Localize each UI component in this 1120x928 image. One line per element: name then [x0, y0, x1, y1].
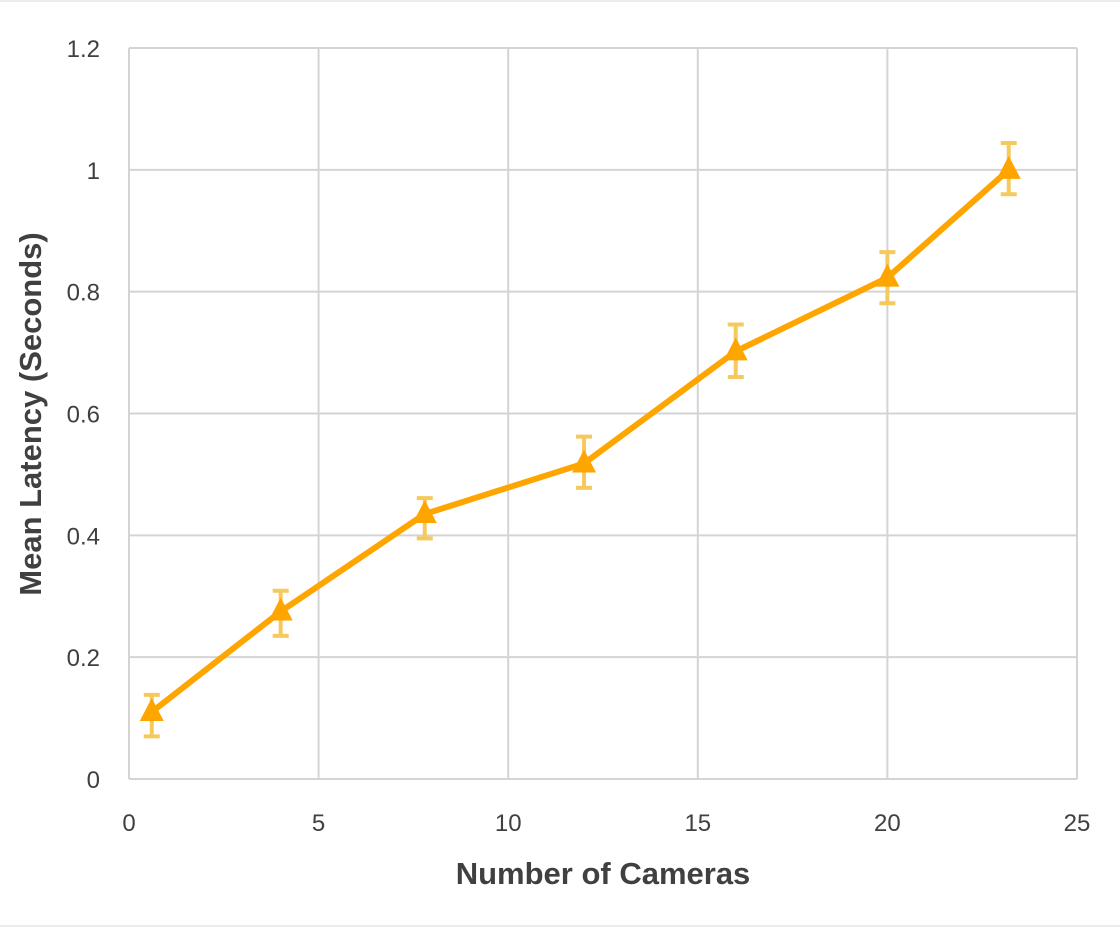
x-tick-labels: 0 5 10 15 20 25	[122, 810, 1090, 837]
y-tick-label: 0	[87, 767, 100, 794]
data-point-triangle	[996, 155, 1021, 179]
y-tick-label: 0.4	[67, 523, 100, 550]
x-tick-label: 15	[684, 810, 711, 837]
data-point-triangle	[139, 697, 164, 721]
series-layer	[139, 141, 1021, 739]
y-tick-label: 0.2	[67, 645, 100, 672]
y-axis-title: Mean Latency (Seconds)	[13, 232, 48, 595]
data-point-triangle	[572, 449, 597, 473]
x-tick-label: 10	[495, 810, 522, 837]
data-point-triangle	[268, 597, 293, 621]
data-point-triangle	[723, 337, 748, 361]
x-tick-label: 20	[874, 810, 901, 837]
x-axis-title: Number of Cameras	[456, 856, 751, 891]
x-tick-label: 0	[122, 810, 135, 837]
y-tick-label: 0.8	[67, 280, 100, 307]
x-tick-label: 5	[312, 810, 325, 837]
y-tick-label: 1.2	[67, 36, 100, 63]
x-tick-label: 25	[1064, 810, 1091, 837]
data-point-triangle	[875, 263, 900, 287]
grid	[128, 47, 1078, 780]
y-tick-labels: 0 0.2 0.4 0.6 0.8 1 1.2	[67, 36, 100, 794]
y-tick-label: 1	[87, 158, 100, 185]
data-point-triangle	[412, 500, 437, 524]
y-tick-label: 0.6	[67, 402, 100, 429]
